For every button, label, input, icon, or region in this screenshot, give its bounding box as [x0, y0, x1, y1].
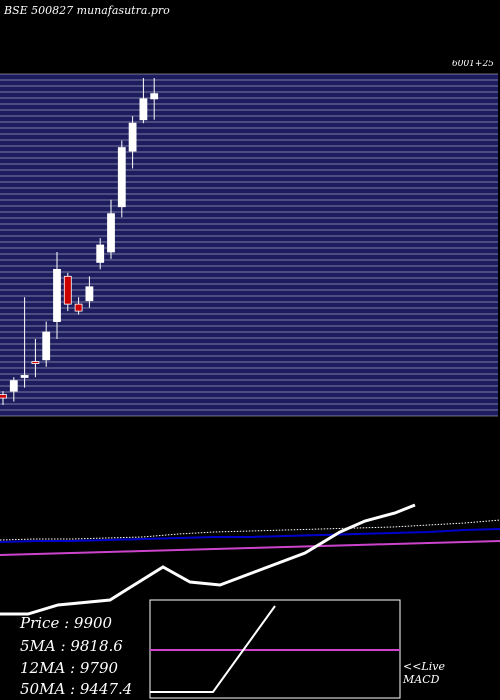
ma-line-dotted: [0, 519, 500, 541]
moving-averages-group: [0, 519, 500, 556]
price-line-group: [0, 503, 416, 616]
macd-panel: [149, 599, 401, 699]
macd-line: [150, 605, 276, 693]
candle-body: [74, 303, 83, 312]
price-panel-background: [0, 74, 498, 416]
ma-line-blue: [0, 528, 500, 543]
candle-body: [117, 147, 126, 208]
price-axis-label: 6001+25: [452, 60, 494, 69]
candle-body: [63, 275, 72, 305]
price-line: [0, 503, 416, 616]
candle-body: [0, 394, 7, 399]
candle-body: [9, 380, 18, 392]
candle-body: [53, 268, 61, 322]
candle-body: [42, 331, 51, 361]
price-panel: [0, 73, 498, 417]
candle-body: [128, 122, 137, 152]
price-stat: Price : 9900: [20, 614, 113, 632]
candle-body: [107, 213, 115, 253]
candle-body: [139, 98, 148, 121]
live-label: <<Live: [403, 660, 445, 673]
candle-body: [31, 361, 40, 364]
chart-title: BSE 500827 munafasutra.pro: [4, 4, 170, 17]
ma5-stat: 5MA : 9818.6: [20, 637, 123, 655]
ma12-stat: 12MA : 9790: [20, 659, 119, 677]
macd-label: MACD: [403, 673, 440, 686]
candle-body: [20, 375, 29, 378]
candle-body: [85, 286, 94, 302]
candles-group: [0, 78, 159, 406]
ma50-stat: 50MA : 9447.4: [20, 680, 133, 698]
live-macd-label: <<Live MACD: [403, 660, 445, 686]
candle-body: [150, 93, 159, 100]
ma-line-magenta: [0, 540, 500, 556]
candle-body: [96, 244, 105, 263]
